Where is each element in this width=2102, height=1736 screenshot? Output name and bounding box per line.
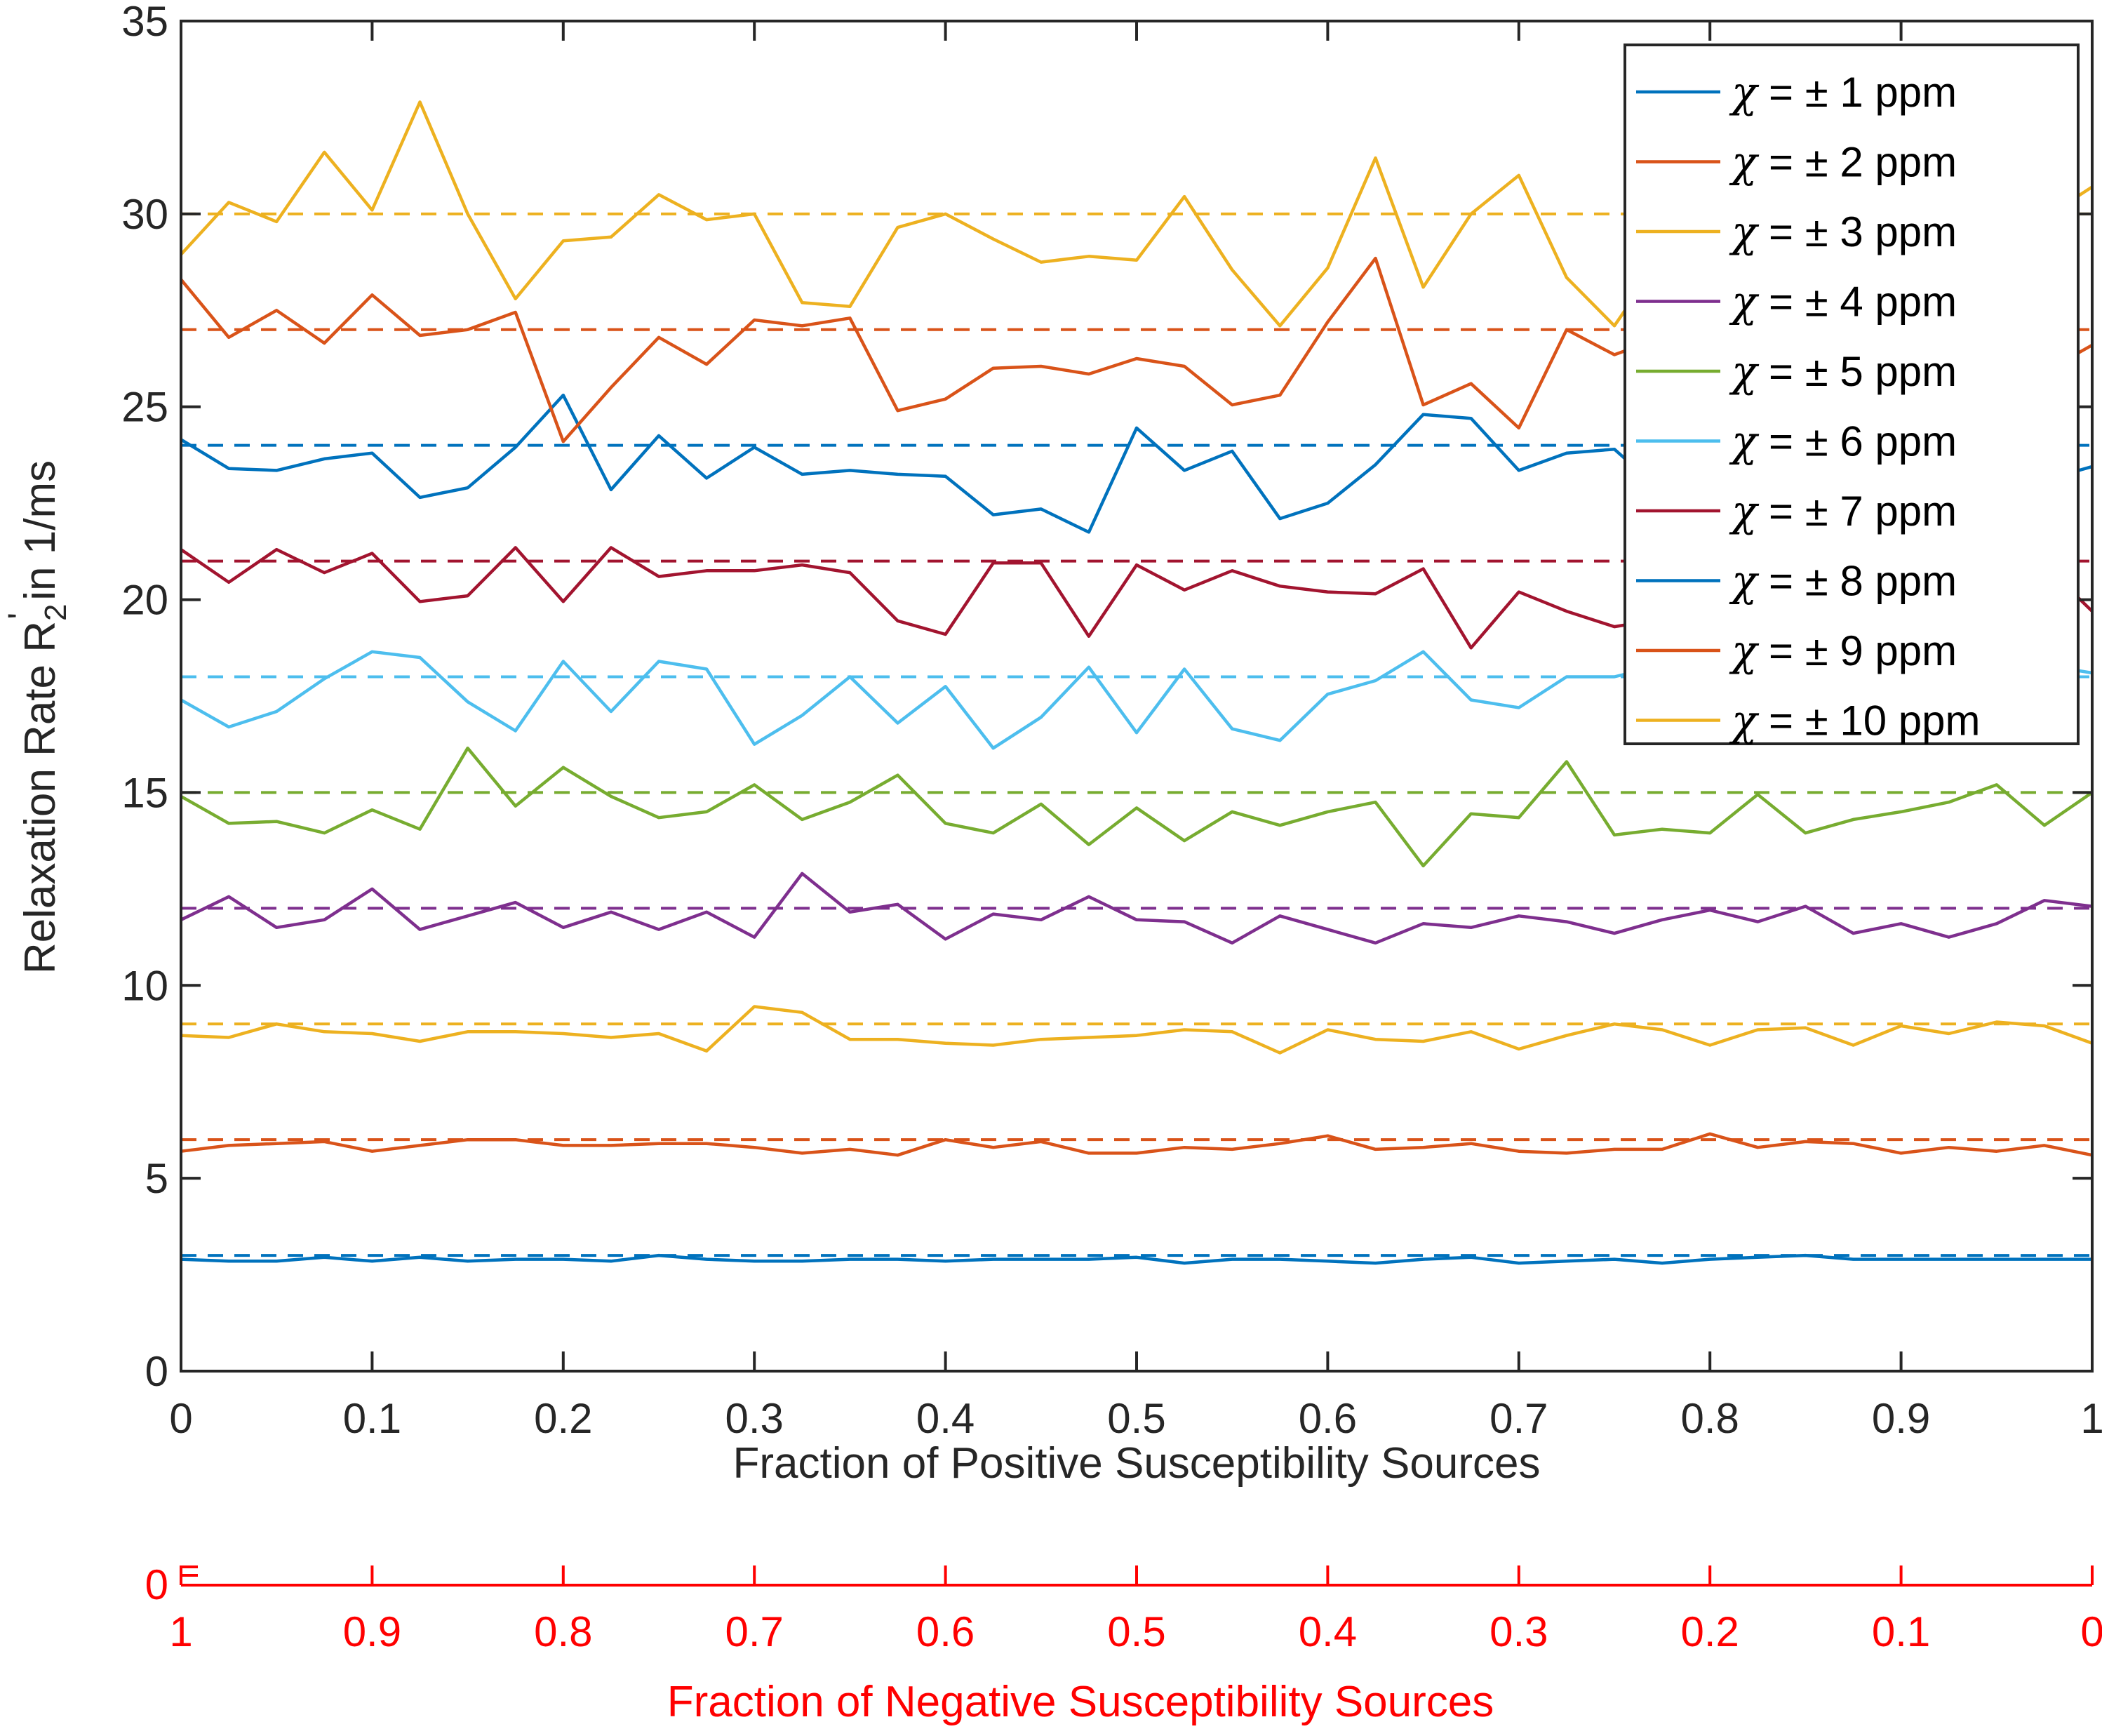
series-line-3 — [180, 1005, 2093, 1055]
x-tick-label: 0 — [169, 1395, 192, 1442]
x-tick-label: 1 — [2080, 1395, 2102, 1442]
secondary-tick-label: 0.8 — [534, 1608, 592, 1655]
secondary-tick-label: 0.1 — [1872, 1608, 1930, 1655]
legend-label-10: χ = ± 10 ppm — [1729, 697, 1980, 746]
y-tick-label: 20 — [121, 577, 168, 624]
secondary-axis-title: Fraction of Negative Susceptibility Sour… — [667, 1678, 1494, 1726]
x-tick-label: 0.9 — [1872, 1395, 1930, 1442]
y-tick-label: 30 — [121, 191, 168, 238]
legend-label-6: χ = ± 6 ppm — [1729, 418, 1957, 467]
series-line-5 — [180, 746, 2094, 868]
x-tick-label: 0.6 — [1299, 1395, 1357, 1442]
secondary-tick-label: 0 — [2080, 1608, 2102, 1655]
x-axis-title: Fraction of Positive Susceptibility Sour… — [733, 1439, 1541, 1488]
series-line-2 — [180, 1132, 2093, 1157]
axes-layer: 0 0.1 0.2 0.3 0.4 0.5 0.6 0.7 0.8 0.9 105101520253… — [1, 0, 2102, 1488]
secondary-axis-left-label: 0 — [145, 1561, 168, 1608]
secondary-tick-label: 0.7 — [725, 1608, 783, 1655]
legend-label-3: χ = ± 3 ppm — [1729, 208, 1957, 257]
legend-label-7: χ = ± 7 ppm — [1729, 487, 1957, 536]
y-tick-label: 15 — [121, 769, 168, 816]
legend-label-9: χ = ± 9 ppm — [1729, 627, 1957, 676]
series-line-4 — [180, 872, 2093, 945]
x-tick-label: 0.7 — [1490, 1395, 1548, 1442]
y-tick-label: 10 — [121, 962, 168, 1009]
legend-label-8: χ = ± 8 ppm — [1729, 557, 1957, 606]
y-tick-label: 35 — [121, 0, 168, 45]
x-tick-label: 0.8 — [1680, 1395, 1739, 1442]
secondary-tick-label: 0.4 — [1299, 1608, 1357, 1655]
x-tick-label: 0.5 — [1107, 1395, 1165, 1442]
y-axis-title: Relaxation Rate R2' in 1/ms — [1, 460, 73, 974]
y-tick-label: 25 — [121, 384, 168, 431]
x-tick-label: 0.3 — [725, 1395, 783, 1442]
legend-label-2: χ = ± 2 ppm — [1729, 138, 1957, 187]
secondary-tick-label: 0.9 — [343, 1608, 401, 1655]
x-tick-label: 0.4 — [916, 1395, 975, 1442]
x-tick-label: 0.2 — [534, 1395, 592, 1442]
legend-label-1: χ = ± 1 ppm — [1729, 68, 1957, 117]
legend-label-5: χ = ± 5 ppm — [1729, 347, 1957, 396]
secondary-tick-label: 0.3 — [1490, 1608, 1548, 1655]
secondary-tick-label: 1 — [169, 1608, 192, 1655]
legend: χ = ± 1 ppm χ = ± 2 ppm χ = ± 3 ppm χ = ± 4… — [1624, 44, 2080, 746]
legend-label-4: χ = ± 4 ppm — [1729, 278, 1957, 327]
secondary-tick-label: 0.2 — [1680, 1608, 1739, 1655]
secondary-tick-label: 0.5 — [1107, 1608, 1165, 1655]
secondary-tick-label: 0.6 — [916, 1608, 975, 1655]
series-line-1 — [180, 1253, 2092, 1265]
y-tick-label: 5 — [145, 1155, 168, 1202]
y-tick-label: 0 — [145, 1348, 168, 1395]
x-tick-label: 0.1 — [343, 1395, 401, 1442]
